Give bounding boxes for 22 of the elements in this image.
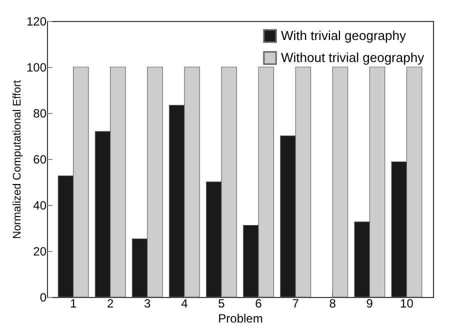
x-tick-label: 9 [366, 296, 374, 310]
y-tick-label: 0 [40, 290, 47, 304]
x-tick-label: 10 [400, 296, 414, 310]
y-tick-label: 100 [26, 60, 47, 74]
x-axis-title: Problem [218, 312, 263, 326]
y-tick-label: 80 [33, 106, 47, 120]
y-tick-label: 120 [26, 14, 47, 28]
x-tick-label: 5 [218, 296, 226, 310]
y-axis-title: Normalized Computational Effort [11, 80, 24, 239]
legend-label: Without trivial geography [281, 50, 425, 65]
x-tick-label: 6 [255, 296, 262, 310]
x-tick-label: 4 [181, 296, 188, 310]
x-tick-label: 8 [329, 296, 336, 310]
legend-label: With trivial geography [281, 28, 406, 43]
y-tick-label: 60 [33, 152, 47, 166]
x-tick-label: 2 [107, 296, 114, 310]
x-tick-label: 3 [144, 296, 152, 310]
y-tick-label: 20 [33, 244, 47, 258]
bar [332, 66, 348, 298]
x-tick-label: 7 [292, 296, 300, 310]
x-tick-label: 1 [70, 296, 77, 310]
y-tick-label: 40 [33, 198, 47, 212]
